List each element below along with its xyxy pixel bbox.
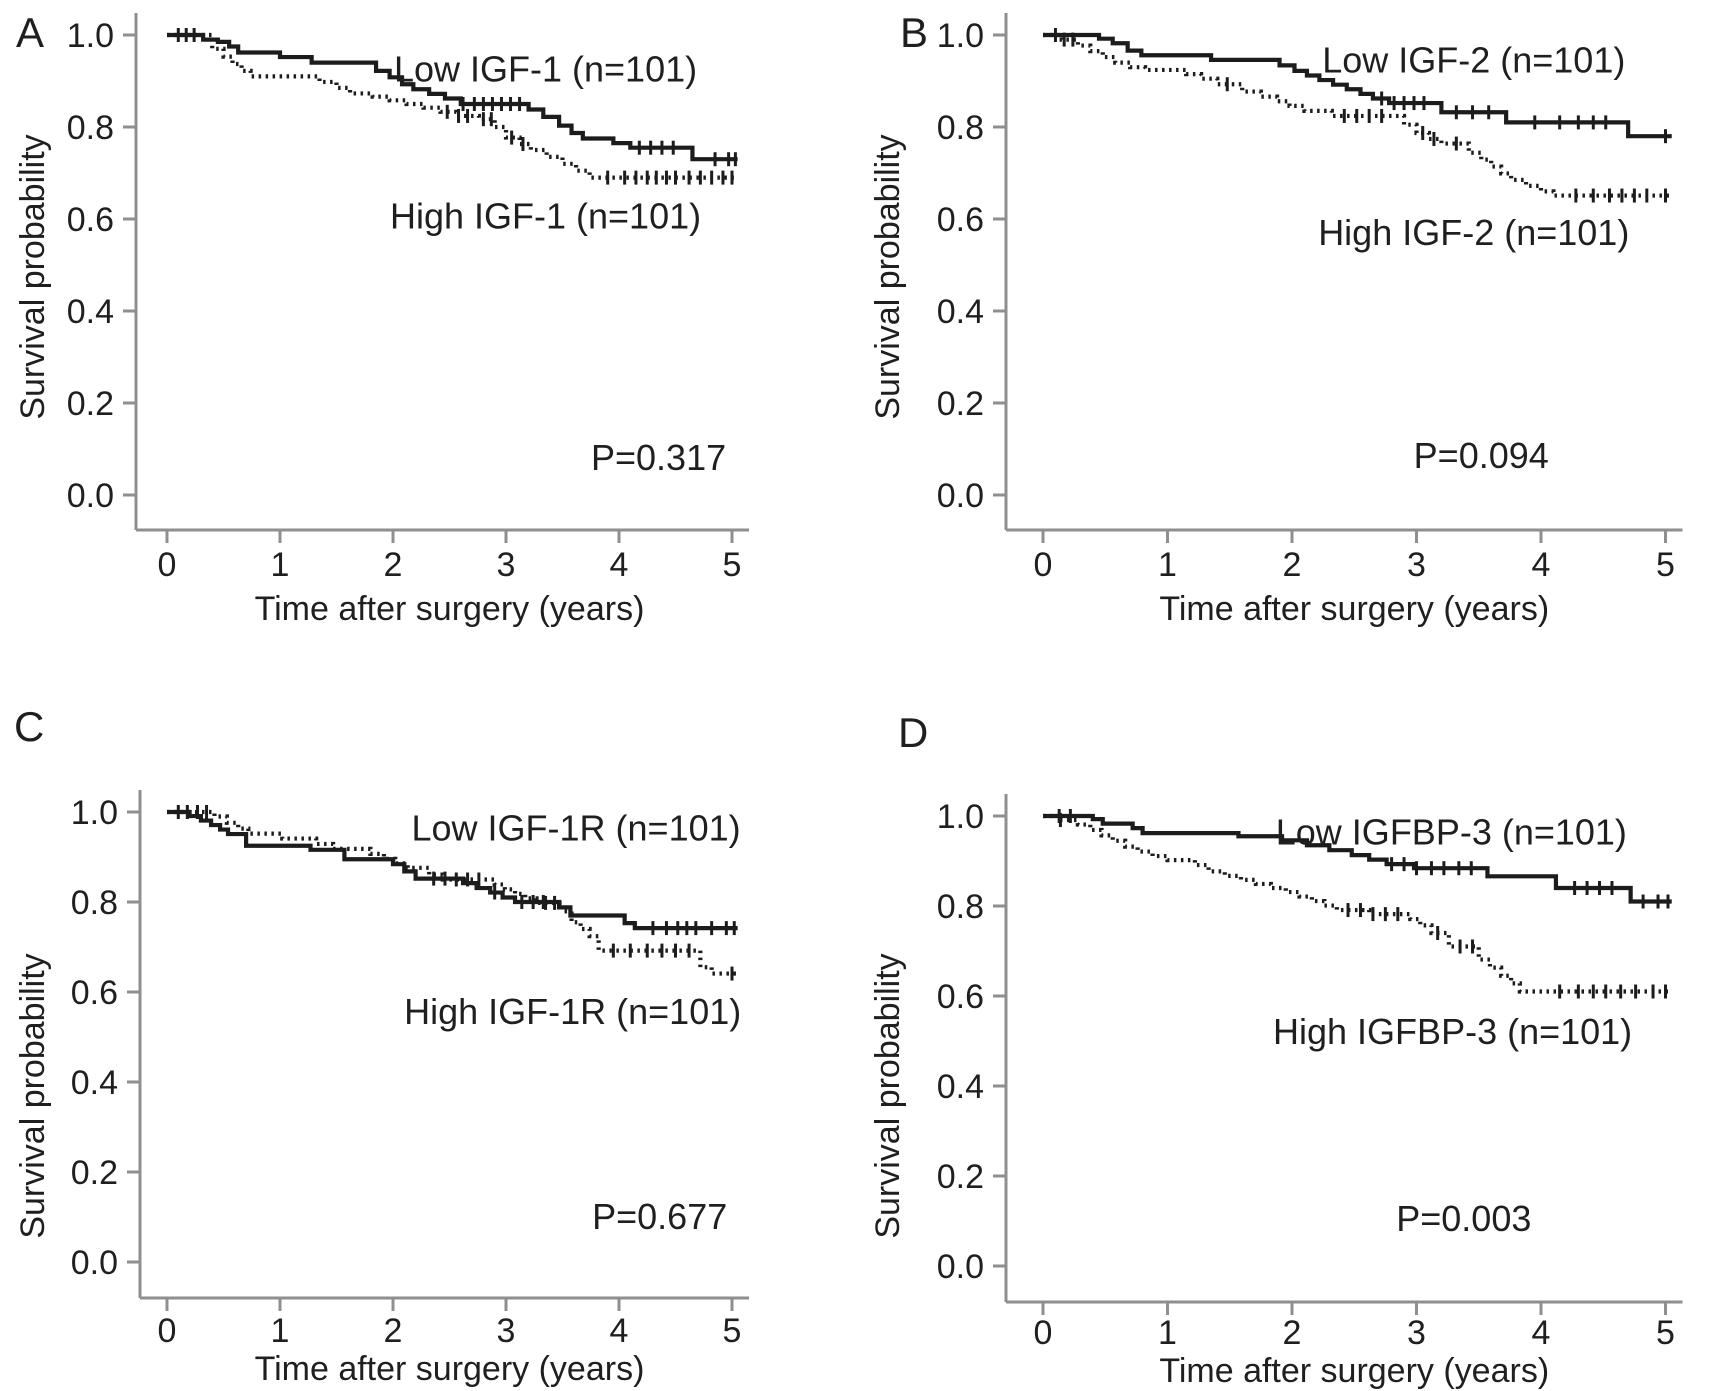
x-tick-label: 0 xyxy=(1034,546,1053,584)
y-tick-label: 0.0 xyxy=(67,477,114,515)
curve-label: Low IGF-1R (n=101) xyxy=(411,808,740,849)
x-tick-label: 5 xyxy=(723,1312,742,1350)
curve-label: Low IGF-2 (n=101) xyxy=(1322,39,1625,80)
x-tick-label: 1 xyxy=(1158,1314,1177,1352)
km-curve-dotted xyxy=(167,809,738,976)
y-tick-label: 0.4 xyxy=(937,1068,984,1106)
y-tick-label: 0.8 xyxy=(67,109,114,147)
x-tick-label: 3 xyxy=(1407,546,1426,584)
censor-marks-dotted xyxy=(176,805,734,981)
y-tick-label: 0.2 xyxy=(937,1158,984,1196)
curve-label: Low IGF-1 (n=101) xyxy=(394,49,697,90)
y-tick-label: 1.0 xyxy=(937,17,984,55)
y-tick-label: 0.8 xyxy=(937,888,984,926)
curve-label: Low IGFBP-3 (n=101) xyxy=(1276,812,1627,853)
y-axis-title: Survival probability xyxy=(14,953,52,1238)
panel-letter-a: A xyxy=(16,9,45,56)
x-tick-label: 3 xyxy=(1407,1314,1426,1352)
censor-marks-dotted xyxy=(1053,28,1667,203)
panel-letter-c: C xyxy=(14,703,45,750)
x-tick-label: 1 xyxy=(1158,546,1177,584)
x-tick-label: 1 xyxy=(271,1312,290,1350)
y-tick-label: 0.8 xyxy=(71,884,118,922)
y-tick-label: 0.4 xyxy=(67,293,114,331)
x-tick-label: 2 xyxy=(1283,1314,1302,1352)
km-panel-d: 0.0 0.2 0.4 0.6 0.8 1.0 0 1 2 3 4 5 Time after surge… xyxy=(869,794,1683,1390)
km-curve-dotted xyxy=(167,32,738,180)
y-tick-label: 1.0 xyxy=(67,17,114,55)
censor-marks-solid xyxy=(1380,91,1667,144)
p-value-label: P=0.003 xyxy=(1396,1198,1531,1239)
y-tick-label: 0.6 xyxy=(937,978,984,1016)
x-tick-label: 0 xyxy=(158,546,177,584)
y-tick-label: 0.0 xyxy=(937,477,984,515)
curve-label: High IGF-2 (n=101) xyxy=(1318,212,1629,253)
y-tick-label: 0.6 xyxy=(67,201,114,239)
y-tick-label: 1.0 xyxy=(937,798,984,836)
y-tick-label: 1.0 xyxy=(71,794,118,832)
km-panel-c: 0.0 0.2 0.4 0.6 0.8 1.0 0 1 2 3 4 5 Time after surge… xyxy=(14,790,749,1388)
y-tick-label: 0.0 xyxy=(937,1248,984,1286)
x-tick-label: 0 xyxy=(1034,1314,1053,1352)
y-tick-label: 0.8 xyxy=(937,109,984,147)
x-axis-title: Time after surgery (years) xyxy=(255,590,645,628)
x-axis-title: Time after surgery (years) xyxy=(1159,590,1549,628)
y-tick-label: 0.2 xyxy=(71,1154,118,1192)
x-tick-label: 3 xyxy=(497,1312,516,1350)
curve-label: High IGFBP-3 (n=101) xyxy=(1273,1011,1632,1052)
y-tick-label: 0.0 xyxy=(71,1244,118,1282)
y-tick-label: 0.6 xyxy=(71,974,118,1012)
km-panel-a: 0.0 0.2 0.4 0.6 0.8 1.0 0 1 2 3 4 5 Time after surge… xyxy=(14,13,749,628)
x-tick-label: 4 xyxy=(1532,1314,1551,1352)
y-axis-title: Survival probability xyxy=(869,953,907,1238)
censor-marks-solid xyxy=(1057,809,1670,909)
y-tick-label: 0.6 xyxy=(937,201,984,239)
y-tick-label: 0.2 xyxy=(67,385,114,423)
p-value-label: P=0.094 xyxy=(1414,435,1549,476)
x-tick-label: 2 xyxy=(384,546,403,584)
x-tick-label: 4 xyxy=(1532,546,1551,584)
y-axis-title: Survival probability xyxy=(14,134,52,419)
x-axis-title: Time after surgery (years) xyxy=(255,1350,645,1388)
km-curve-solid xyxy=(1043,813,1672,904)
censor-marks-dotted xyxy=(1058,813,1667,999)
x-tick-label: 4 xyxy=(610,1312,629,1350)
x-tick-label: 2 xyxy=(384,1312,403,1350)
y-tick-label: 0.4 xyxy=(937,293,984,331)
p-value-label: P=0.317 xyxy=(591,437,726,478)
y-tick-label: 0.2 xyxy=(937,385,984,423)
censor-marks-dotted xyxy=(176,28,734,185)
x-tick-label: 4 xyxy=(610,546,629,584)
censor-marks-solid xyxy=(461,97,737,167)
km-curve-solid xyxy=(167,32,738,162)
curve-label: High IGF-1 (n=101) xyxy=(390,196,701,237)
y-tick-label: 0.4 xyxy=(71,1064,118,1102)
p-value-label: P=0.677 xyxy=(592,1196,727,1237)
y-axis-title: Survival probability xyxy=(869,134,907,419)
x-tick-label: 0 xyxy=(158,1312,177,1350)
x-tick-label: 2 xyxy=(1283,546,1302,584)
panel-letter-b: B xyxy=(900,9,929,56)
curve-label: High IGF-1R (n=101) xyxy=(404,991,741,1032)
x-tick-label: 5 xyxy=(723,546,742,584)
x-tick-label: 5 xyxy=(1656,1314,1675,1352)
x-tick-label: 3 xyxy=(497,546,516,584)
x-axis-title: Time after surgery (years) xyxy=(1159,1352,1549,1390)
km-curve-solid xyxy=(1043,32,1672,139)
x-tick-label: 5 xyxy=(1656,546,1675,584)
km-panel-b: 0.0 0.2 0.4 0.6 0.8 1.0 0 1 2 3 4 5 Time after surge… xyxy=(869,13,1683,628)
panel-letter-d: D xyxy=(898,709,929,756)
x-tick-label: 1 xyxy=(271,546,290,584)
